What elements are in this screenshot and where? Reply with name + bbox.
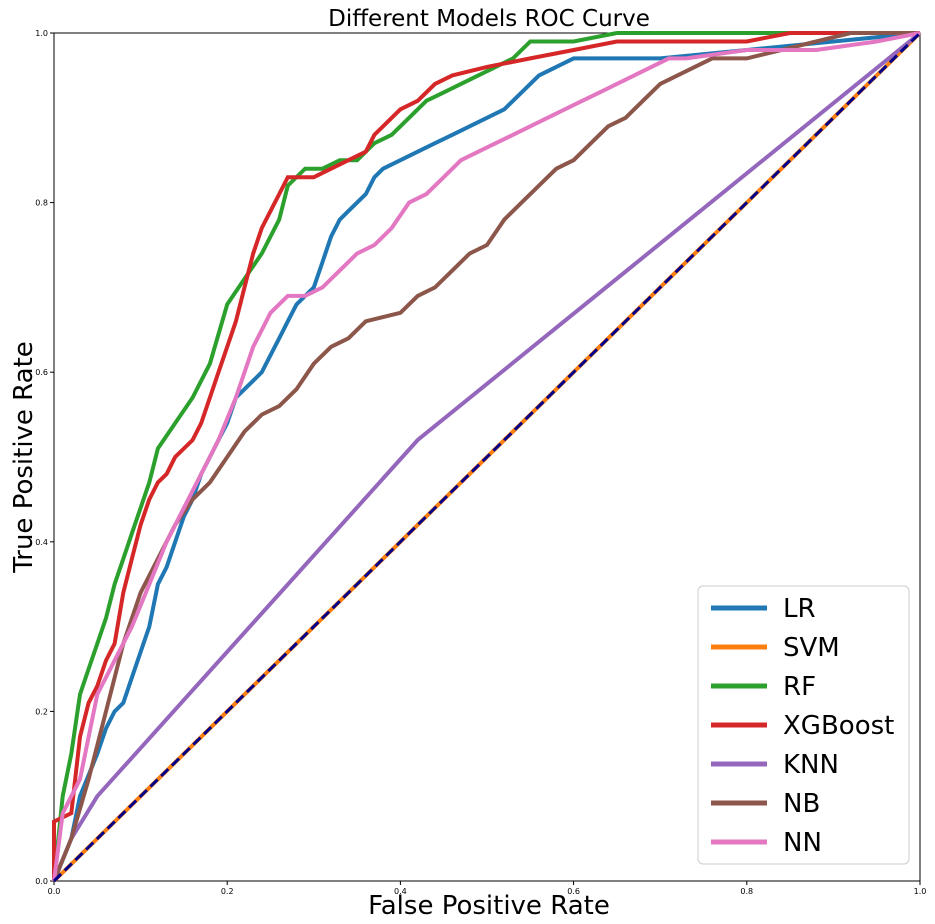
series-line-xgboost [52, 31, 920, 881]
legend-frame [697, 585, 910, 865]
legend-label-nn: NN [783, 828, 822, 858]
series-line-rf [52, 31, 920, 882]
y-tick-label: 0.8 [35, 199, 48, 208]
x-tick-label: 0.6 [567, 887, 580, 896]
x-axis-label: False Positive Rate [368, 891, 610, 921]
axis-ticks: 0.0 0.2 0.4 0.6 0.8 1.0 0.0 0.2 0.4 0.6 0.8 1.0 [35, 29, 926, 896]
y-tick-label: 0.0 [35, 877, 48, 886]
series-line-lr [52, 31, 921, 882]
y-tick-label: 0.4 [35, 538, 48, 547]
chart-title: Different Models ROC Curve [328, 6, 650, 32]
y-tick-label: 1.0 [35, 29, 48, 38]
plot-area: 0.0 0.2 0.4 0.6 0.8 1.0 0.0 0.2 0.4 0.6 0.8 1.0 [35, 29, 926, 896]
legend-label-rf: RF [783, 672, 816, 702]
x-tick-label: 0.0 [48, 887, 61, 896]
legend-label-knn: KNN [783, 750, 839, 780]
legend: LR SVM RF XGBoost KNN NB NN [697, 585, 910, 865]
legend-label-svm: SVM [783, 633, 840, 663]
x-tick-label: 0.4 [394, 887, 407, 896]
x-tick-label: 0.8 [740, 887, 753, 896]
x-tick-label: 0.2 [221, 887, 234, 896]
y-tick-label: 0.2 [35, 707, 48, 716]
legend-label-xgboost: XGBoost [783, 711, 894, 741]
y-axis-label: True Positive Rate [9, 341, 39, 574]
x-tick-label: 1.0 [914, 887, 927, 896]
legend-label-lr: LR [783, 594, 816, 624]
series-line-nn [52, 31, 921, 882]
series-lines [52, 31, 922, 883]
legend-label-nb: NB [783, 789, 820, 819]
y-tick-label: 0.6 [35, 368, 48, 377]
chance-diagonal-line [52, 31, 922, 883]
